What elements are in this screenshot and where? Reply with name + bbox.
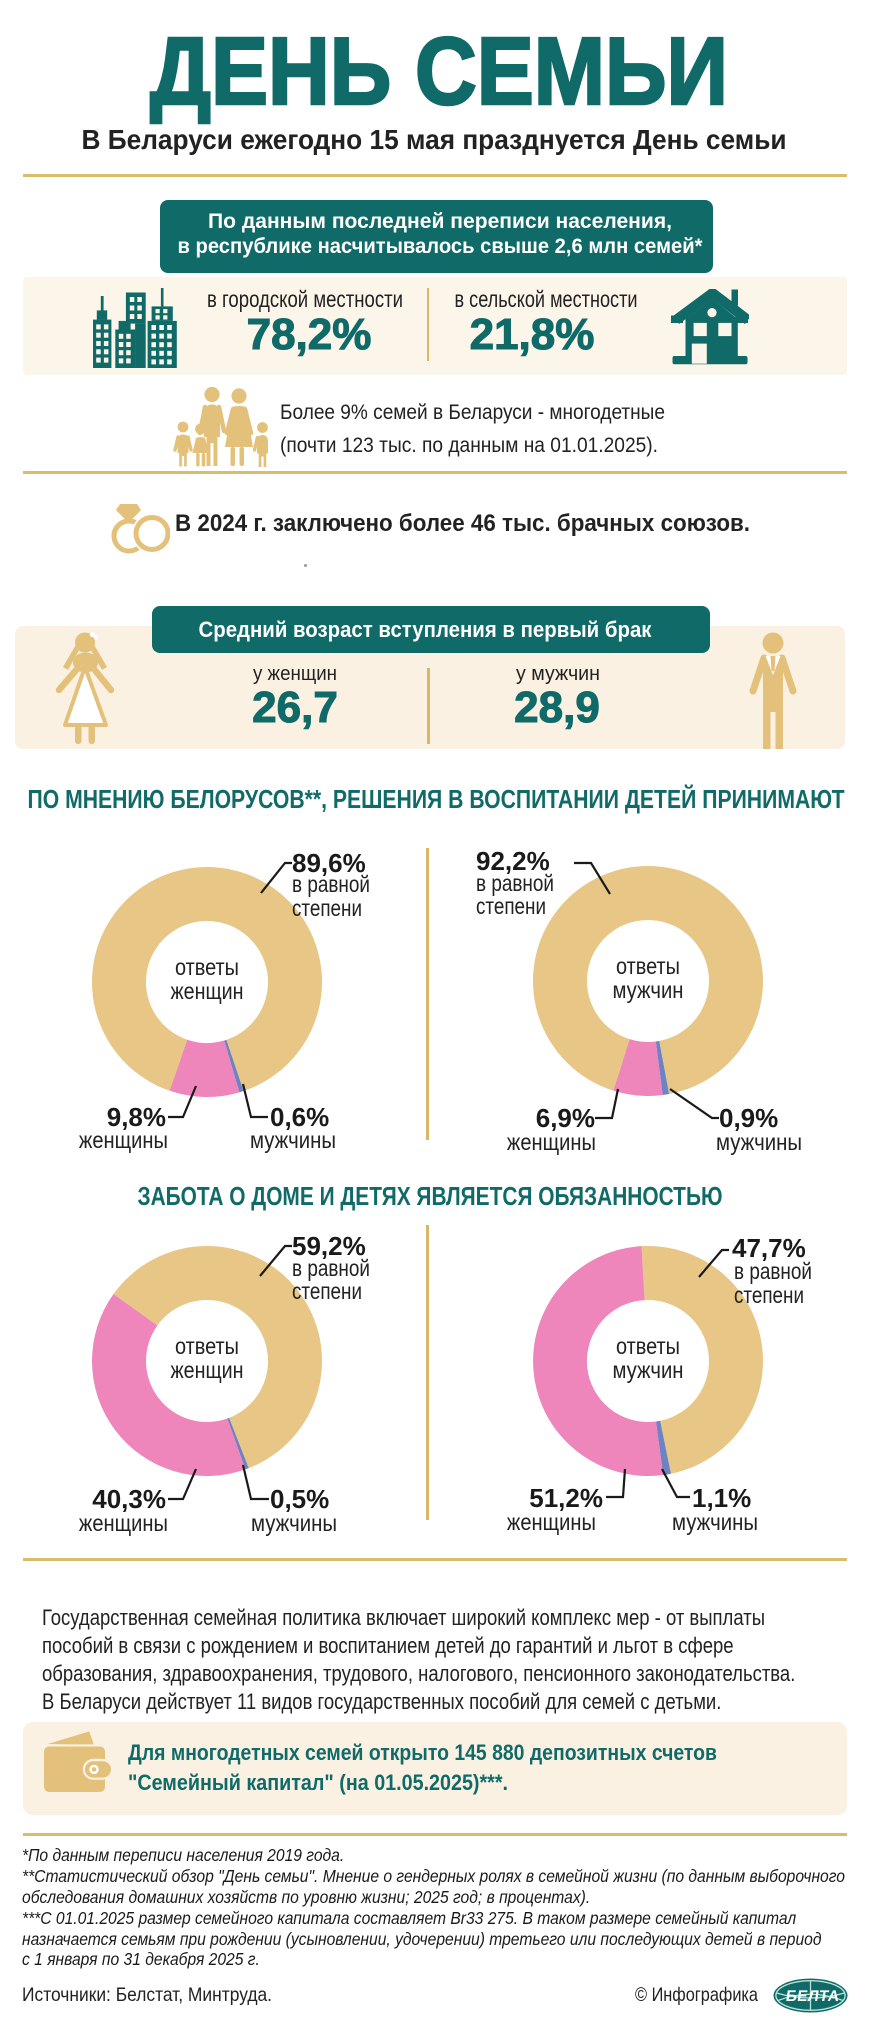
svg-text:БЕЛТА: БЕЛТА (785, 1988, 841, 2005)
